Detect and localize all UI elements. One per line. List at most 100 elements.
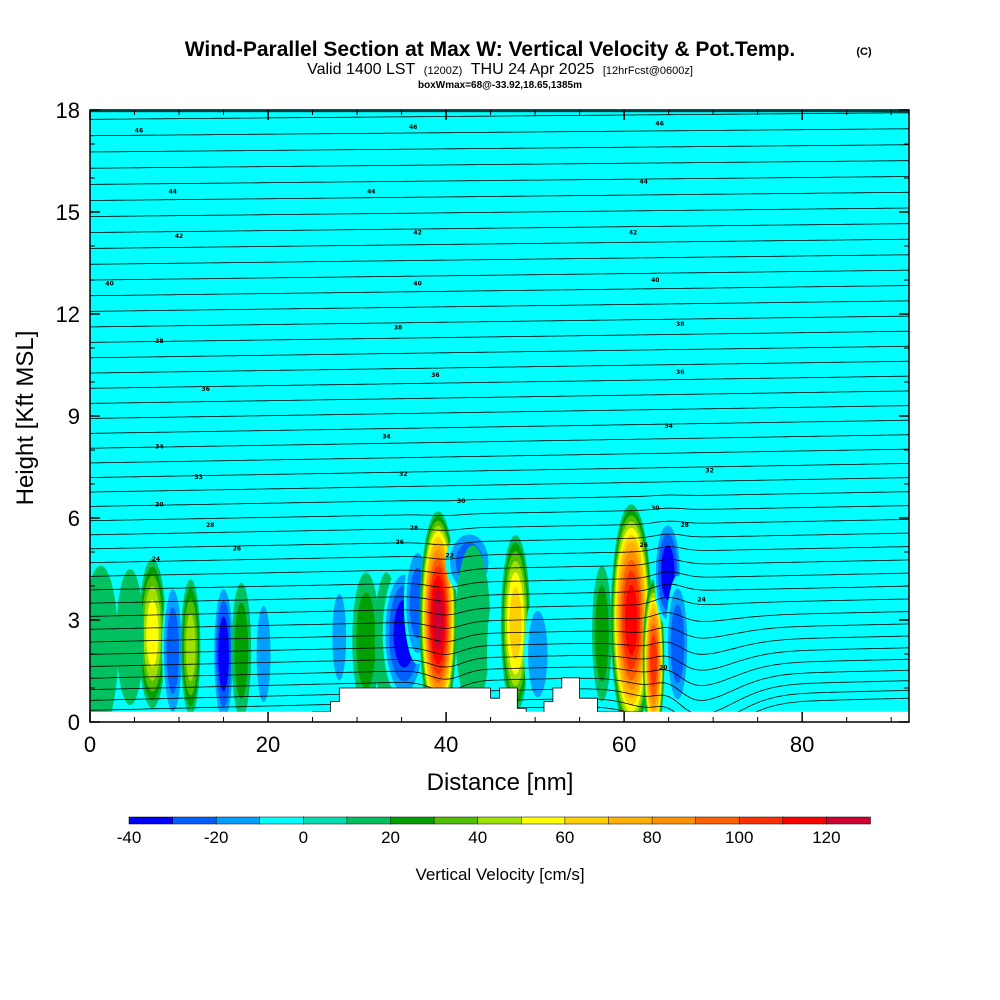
isentrope-label: 38 bbox=[676, 321, 684, 328]
isentrope-label: 44 bbox=[367, 189, 375, 196]
velocity-band bbox=[116, 569, 144, 705]
y-tick-label: 3 bbox=[68, 608, 80, 633]
velocity-band bbox=[185, 613, 196, 682]
isentrope-label: 40 bbox=[105, 280, 113, 287]
velocity-cell bbox=[90, 565, 119, 722]
isentrope-contours bbox=[90, 111, 909, 718]
isentrope-label: 34 bbox=[382, 433, 390, 440]
isentrope-line bbox=[90, 128, 909, 137]
forecast-info: [12hrFcst@0600z] bbox=[603, 65, 693, 77]
x-tick-label: 60 bbox=[612, 732, 636, 757]
isentrope-label: 36 bbox=[676, 369, 684, 376]
velocity-band bbox=[670, 604, 685, 684]
isentrope-label: 28 bbox=[410, 525, 418, 532]
colorbar-swatch bbox=[346, 816, 392, 825]
velocity-band bbox=[650, 634, 657, 687]
isentrope-label: 46 bbox=[135, 127, 143, 134]
isentrope-line bbox=[90, 345, 909, 359]
terrain-base bbox=[90, 711, 909, 722]
isentrope-line bbox=[90, 300, 909, 312]
isentrope-label: 34 bbox=[664, 423, 672, 430]
colorbar-swatch bbox=[738, 816, 784, 825]
velocity-cell bbox=[524, 592, 552, 716]
isentrope-line bbox=[90, 596, 909, 617]
isentrope-line bbox=[90, 583, 909, 604]
colorbar-swatch bbox=[433, 816, 479, 825]
colorbar-swatch bbox=[608, 816, 653, 825]
isentrope-label: 42 bbox=[175, 233, 183, 240]
colorbar-tick-label: -40 bbox=[117, 828, 142, 847]
isentrope-line bbox=[90, 448, 909, 464]
isentrope-label: 40 bbox=[651, 277, 659, 284]
isentrope-line bbox=[90, 144, 909, 153]
colorbar-swatch bbox=[259, 816, 305, 825]
velocity-cell bbox=[180, 579, 201, 716]
colorbar: -40 -20 0 20 40 60 80 100 120 bbox=[117, 816, 871, 847]
colorbar-tick-label: 40 bbox=[468, 828, 487, 847]
colorbar-tick-label: 60 bbox=[555, 828, 574, 847]
velocity-band bbox=[356, 592, 376, 689]
isentrope-line bbox=[90, 477, 909, 493]
x-tick-label: 40 bbox=[434, 732, 458, 757]
velocity-cell bbox=[642, 579, 665, 722]
isentrope-label: 32 bbox=[399, 471, 407, 478]
isentrope-label: 38 bbox=[394, 325, 402, 332]
isentrope-label: 28 bbox=[680, 522, 688, 529]
colorbar-swatch bbox=[651, 816, 697, 825]
isentrope-line bbox=[90, 546, 909, 564]
isentrope-line bbox=[90, 254, 909, 265]
colorbar-swatch bbox=[390, 816, 435, 825]
isentrope-line bbox=[90, 160, 909, 169]
colorbar-swatch bbox=[215, 816, 261, 825]
isentrope-label: 42 bbox=[413, 229, 421, 236]
isentrope-line bbox=[90, 330, 909, 343]
isentrope-line bbox=[90, 647, 909, 671]
isentrope-line bbox=[90, 491, 909, 507]
velocity-cell bbox=[592, 565, 612, 702]
isentrope-line bbox=[90, 434, 909, 449]
isentrope-line bbox=[90, 390, 909, 404]
y-tick-label: 18 bbox=[56, 98, 80, 123]
isentrope-label: 44 bbox=[169, 189, 177, 196]
isentrope-line bbox=[90, 269, 909, 281]
isentrope-label: 28 bbox=[206, 522, 214, 529]
velocity-band bbox=[432, 588, 444, 652]
velocity-cell bbox=[253, 586, 274, 722]
y-axis-label: Height [Kft MSL] bbox=[12, 331, 39, 506]
isentrope-label: 40 bbox=[413, 280, 421, 287]
isentrope-label: 46 bbox=[656, 121, 664, 128]
isentrope-line bbox=[90, 238, 909, 249]
velocity-band bbox=[166, 607, 180, 694]
velocity-cell bbox=[455, 545, 491, 709]
colorbar-tick-label: 0 bbox=[299, 828, 308, 847]
isentrope-label: 36 bbox=[202, 386, 210, 393]
isentrope-line bbox=[90, 623, 909, 643]
colorbar-swatch bbox=[128, 816, 174, 825]
isentrope-label: 32 bbox=[705, 467, 713, 474]
chart-title: Wind-Parallel Section at Max W: Vertical… bbox=[185, 38, 796, 61]
colorbar-tick-label: -20 bbox=[204, 828, 229, 847]
valid-date: THU 24 Apr 2025 bbox=[471, 61, 595, 78]
isentrope-line bbox=[90, 558, 909, 577]
velocity-band bbox=[256, 605, 271, 703]
isentrope-line bbox=[90, 360, 909, 374]
y-tick-label: 15 bbox=[56, 200, 80, 225]
velocity-band bbox=[625, 585, 638, 655]
isentrope-labels: 46 46 46 44 44 44 42 42 42 40 40 40 38 38 38 36 36 36 34 34… bbox=[105, 121, 713, 672]
box-max-info: boxWmax=68@-33.92,18.65,1385m bbox=[418, 80, 582, 91]
isentrope-label: 30 bbox=[155, 501, 163, 508]
colorbar-tick-label: 100 bbox=[725, 828, 753, 847]
isentrope-line bbox=[90, 532, 909, 550]
velocity-band bbox=[556, 545, 604, 695]
chart-subtitle: Valid 1400 LST (1200Z) THU 24 Apr 2025 [… bbox=[307, 61, 693, 78]
isentrope-line bbox=[90, 519, 909, 536]
isentrope-line bbox=[90, 207, 909, 217]
colorbar-swatch bbox=[172, 816, 217, 825]
isentrope-label: 46 bbox=[409, 124, 417, 131]
isentrope-line bbox=[90, 419, 909, 434]
isentrope-line bbox=[90, 571, 909, 591]
velocity-band bbox=[218, 616, 229, 692]
isentrope-line bbox=[90, 635, 909, 655]
velocity-band bbox=[594, 585, 609, 682]
x-tick-label: 20 bbox=[256, 732, 280, 757]
